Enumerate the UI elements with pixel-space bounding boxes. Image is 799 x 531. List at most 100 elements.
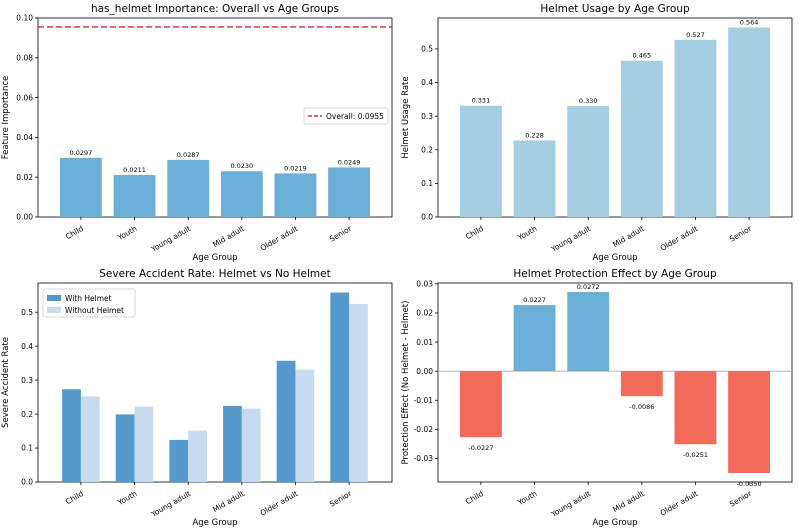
data-label: 0.0219: [284, 164, 307, 172]
chart-title: Helmet Usage by Age Group: [540, 3, 690, 15]
x-tick-label: Youth: [115, 489, 138, 508]
x-tick-label: Youth: [115, 224, 138, 243]
x-tick-label: Child: [64, 489, 85, 506]
y-tick-label: 0.02: [16, 173, 33, 182]
x-tick-label: Mid adult: [211, 224, 246, 249]
bar-with-helmet: [62, 389, 81, 482]
bar-without-helmet: [188, 430, 207, 482]
data-label: -0.0350: [737, 480, 762, 488]
x-tick-label: Mid adult: [211, 489, 246, 514]
y-tick-label: 0.1: [421, 179, 433, 188]
x-tick-label: Senior: [328, 223, 354, 243]
x-tick-label: Mid adult: [611, 489, 646, 514]
bar: [513, 140, 556, 217]
data-label: 0.0297: [70, 149, 93, 157]
bar: [567, 292, 610, 372]
axes-frame: [437, 17, 793, 218]
bar-without-helmet: [349, 304, 368, 482]
data-label: -0.0086: [629, 403, 654, 411]
axes-frame: [437, 282, 793, 483]
chart-title: Severe Accident Rate: Helmet vs No Helme…: [99, 268, 330, 280]
y-axis-label: Severe Accident Rate: [1, 337, 11, 428]
y-axis-label: Feature Importance: [1, 76, 11, 160]
y-tick-label: 0.00: [416, 367, 433, 376]
bar: [220, 171, 263, 217]
y-tick-label: 0.5: [21, 308, 33, 317]
bar: [459, 105, 502, 217]
x-tick-label: Child: [464, 224, 485, 241]
data-label: 0.527: [686, 31, 705, 39]
data-label: 0.0249: [338, 158, 361, 166]
bar: [459, 371, 502, 438]
bar-without-helmet: [134, 406, 154, 482]
y-tick-label: 0.4: [21, 342, 33, 351]
y-tick-label: 0.4: [421, 78, 433, 87]
x-tick-label: Young adult: [549, 224, 592, 254]
data-label: 0.564: [740, 18, 759, 26]
chart-title: Helmet Protection Effect by Age Group: [513, 268, 717, 280]
y-tick-label: 0.2: [421, 145, 433, 154]
y-tick-label: 0.00: [16, 213, 33, 222]
bar: [674, 371, 717, 445]
y-tick-label: 0.02: [416, 309, 433, 318]
data-label: 0.465: [633, 52, 652, 60]
data-label: 0.0272: [577, 283, 600, 291]
y-tick-label: 0.0: [21, 478, 33, 487]
legend-box: [303, 107, 389, 125]
legend-label: With Helmet: [65, 294, 112, 303]
bar: [567, 106, 610, 217]
x-tick-label: Child: [64, 224, 85, 241]
legend-label: Without Helmet: [65, 306, 124, 315]
y-tick-label: 0.04: [16, 133, 33, 142]
x-axis-label: Age Group: [192, 253, 237, 263]
y-tick-label: 0.08: [16, 54, 33, 63]
y-tick-label: 0.03: [416, 280, 433, 289]
bar-without-helmet: [241, 408, 261, 482]
axes-frame: [37, 282, 393, 483]
bar: [620, 60, 663, 217]
bar: [328, 167, 371, 217]
data-label: -0.0227: [468, 444, 493, 452]
x-tick-label: Older adult: [659, 489, 700, 518]
x-tick-label: Older adult: [259, 489, 300, 518]
data-label: 0.331: [472, 97, 491, 105]
bar: [674, 39, 717, 217]
bar: [513, 305, 556, 372]
x-tick-label: Youth: [515, 224, 538, 243]
x-tick-label: Senior: [328, 488, 354, 508]
bar: [59, 157, 102, 217]
x-tick-label: Older adult: [259, 224, 300, 253]
x-tick-label: Young adult: [549, 489, 592, 519]
y-tick-label: 0.01: [416, 338, 433, 347]
x-axis-label: Age Group: [192, 518, 237, 528]
bar-without-helmet: [80, 396, 100, 482]
data-label: 0.330: [579, 97, 598, 105]
data-label: 0.0211: [123, 166, 146, 174]
y-tick-label: 0.1: [21, 444, 33, 453]
y-tick-label: 0.10: [16, 14, 33, 23]
bar-without-helmet: [295, 369, 315, 482]
bar-with-helmet: [115, 414, 135, 482]
data-label: 0.0287: [177, 151, 200, 159]
y-tick-label: 0.3: [21, 376, 33, 385]
data-label: 0.0227: [523, 296, 546, 304]
bar: [274, 173, 317, 217]
x-tick-label: Older adult: [659, 224, 700, 253]
x-tick-label: Senior: [728, 488, 754, 508]
x-axis-label: Age Group: [592, 253, 637, 263]
data-label: 0.0230: [230, 162, 253, 170]
bar-with-helmet: [169, 439, 189, 482]
legend-box: [42, 288, 136, 318]
legend-label: Overall: 0.0955: [326, 112, 384, 121]
y-axis-label: Protection Effect (No Helmet - Helmet): [401, 301, 411, 465]
y-tick-label: 0.2: [21, 410, 33, 419]
x-tick-label: Young adult: [149, 489, 192, 519]
bar-with-helmet: [330, 292, 350, 482]
y-tick-label: 0.0: [421, 213, 433, 222]
y-tick-label: -0.02: [414, 425, 434, 434]
axes-frame: [37, 17, 393, 218]
bar: [728, 371, 771, 473]
chart-panel-3: Severe Accident Rate: Helmet vs No Helme…: [1, 268, 393, 528]
y-tick-label: 0.3: [421, 112, 433, 121]
